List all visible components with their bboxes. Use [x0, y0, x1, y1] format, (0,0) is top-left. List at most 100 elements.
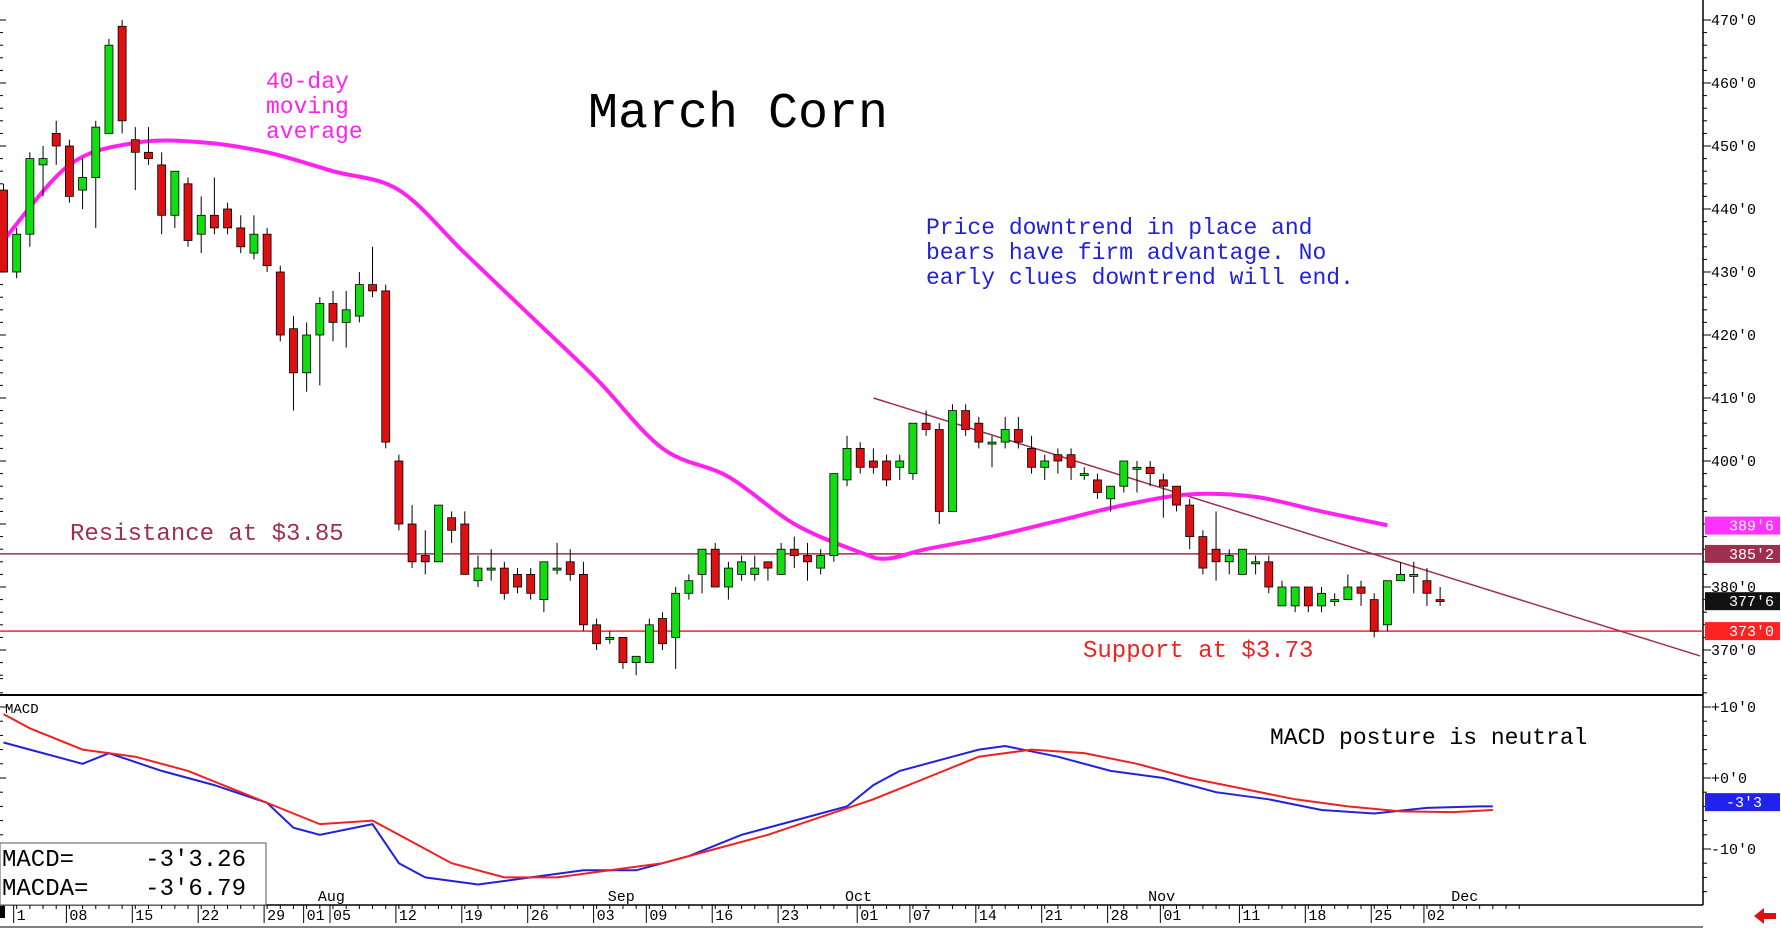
candle-body — [934, 429, 944, 512]
candle — [104, 38, 114, 134]
candle-body — [671, 592, 681, 638]
day-label: 22 — [201, 908, 219, 925]
candle — [209, 177, 219, 235]
price-axis: 470'0 460'0 450'0 440'0 430'0 420'0 410'0 400'0… — [0, 13, 1756, 676]
candle-body — [341, 309, 351, 323]
price-axis-label: 470'0 — [1711, 13, 1756, 30]
candle-body — [1251, 561, 1260, 565]
candle-body — [908, 422, 918, 475]
candle — [486, 549, 496, 581]
candle-body — [948, 410, 957, 512]
candle-body — [130, 139, 140, 153]
candle — [117, 20, 127, 134]
candle-body — [737, 561, 746, 575]
candle-body — [1198, 536, 1208, 569]
candle — [196, 196, 206, 254]
candle-body — [1106, 485, 1116, 500]
candle — [394, 454, 404, 531]
candle — [592, 618, 601, 650]
macd-readout-label: MACD= — [2, 847, 74, 874]
month-label: Oct — [845, 889, 872, 906]
price-badge-label: 373'0 — [1729, 624, 1774, 641]
day-label: 29 — [267, 908, 285, 925]
candle-body — [249, 233, 259, 254]
candle — [974, 416, 984, 449]
macd-readout-value: -3'3.26 — [145, 847, 246, 874]
candle-body — [974, 422, 984, 443]
candle-body — [223, 208, 232, 229]
candle — [579, 561, 588, 632]
candle — [420, 530, 430, 575]
candle-body — [1343, 586, 1353, 601]
macd-badge — [1705, 793, 1780, 812]
candle — [1356, 580, 1366, 606]
day-label: 12 — [399, 908, 417, 925]
candle-body — [1145, 466, 1155, 474]
day-label: 07 — [913, 908, 931, 925]
candle — [447, 511, 457, 543]
macd-axis-label: +10'0 — [1711, 700, 1756, 717]
candle-body — [987, 441, 997, 445]
candle — [144, 127, 153, 165]
candle — [1119, 460, 1129, 493]
candle — [1343, 574, 1353, 601]
candle — [157, 152, 167, 235]
candle-body — [565, 561, 575, 575]
candle — [737, 555, 746, 581]
candle-body — [78, 177, 87, 191]
day-label: 08 — [69, 908, 87, 925]
candle-body — [170, 170, 180, 216]
candle — [618, 637, 628, 669]
candle-body — [354, 284, 364, 317]
candle — [223, 202, 232, 235]
price-axis-label: 410'0 — [1711, 391, 1756, 408]
ma-label-line: moving — [266, 94, 349, 120]
moving-average-layer — [1, 138, 1388, 561]
candle-body — [1053, 454, 1063, 462]
candle-body — [91, 126, 101, 178]
month-label: Nov — [1148, 889, 1175, 906]
candle — [1409, 561, 1419, 594]
macda-readout-label: MACDA= — [2, 876, 88, 903]
day-label: 09 — [649, 908, 667, 925]
candles-layer — [0, 20, 1445, 676]
candle — [354, 272, 364, 323]
candle — [65, 139, 74, 203]
candle-body — [1211, 548, 1221, 563]
left-arrow-icon[interactable] — [1754, 908, 1776, 924]
day-label: 23 — [781, 908, 799, 925]
candle — [1277, 580, 1287, 607]
candle-body — [1185, 504, 1195, 538]
candle — [368, 246, 377, 298]
candle-body — [724, 567, 733, 588]
price-badge — [1705, 544, 1780, 563]
candle — [38, 146, 48, 197]
candle — [1383, 580, 1392, 632]
candle — [236, 215, 246, 254]
candle-body — [1040, 460, 1050, 468]
candle — [0, 183, 8, 273]
candle-body — [302, 334, 312, 374]
candle-body — [38, 158, 48, 166]
candle-body — [65, 145, 74, 197]
candle — [407, 505, 417, 569]
candle-body — [328, 303, 338, 323]
macd-annotation: MACD posture is neutral — [1270, 725, 1587, 751]
candle — [1251, 555, 1260, 575]
candle — [381, 284, 391, 449]
candle-body — [447, 517, 457, 531]
ma-label-line: 40-day — [266, 69, 349, 95]
candle — [434, 504, 443, 563]
candle-body — [473, 567, 483, 582]
candle-body — [1132, 466, 1142, 470]
reference-lines — [0, 397, 1703, 657]
candle-body — [1303, 586, 1313, 607]
candle — [1027, 435, 1036, 474]
candle — [499, 561, 509, 600]
macd-badge-label: -3'3 — [1726, 795, 1762, 812]
ma-label-line: average — [266, 119, 363, 145]
candle — [671, 587, 681, 669]
day-label: 01 — [1163, 908, 1181, 925]
candle — [631, 655, 641, 676]
